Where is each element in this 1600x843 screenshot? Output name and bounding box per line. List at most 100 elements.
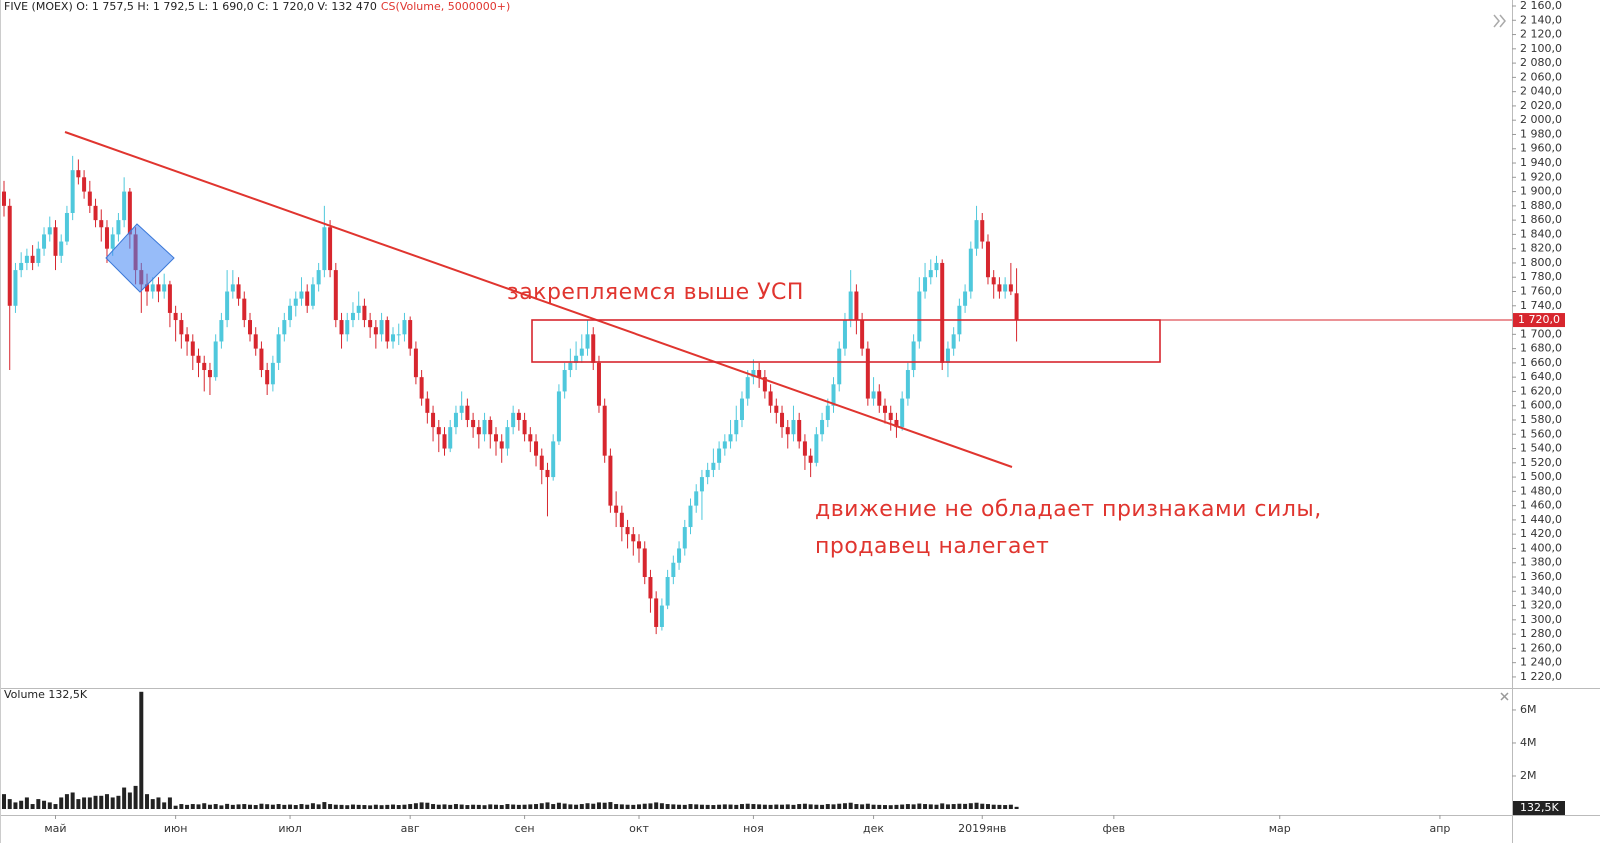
candle-body [911,341,916,371]
volume-bar [797,804,802,809]
volume-bar [391,804,396,809]
candle-body [762,377,767,392]
volume-bar [917,803,922,809]
volume-bar [574,804,579,809]
x-tick-label: июл [278,822,301,835]
candle-body [888,412,893,420]
volume-bar [305,804,310,809]
candle-body [997,284,1002,292]
volume-bar [820,804,825,809]
candle-body [642,548,647,578]
candle-body [928,270,933,278]
candle-body [722,441,727,449]
y-tick-label: 1 520,0 [1520,456,1562,469]
candle-body [837,348,842,385]
y-tick-label: 1 540,0 [1520,442,1562,455]
candle-body [980,220,985,242]
candle-body [820,419,825,435]
volume-bar [7,799,12,809]
candle-body [385,320,390,342]
candle-body [482,419,487,435]
candle-body [53,227,58,256]
candle-body [785,427,790,435]
candle-body [739,398,744,420]
volume-bar [860,804,865,809]
candle-body [814,434,819,463]
candle-body [396,334,401,336]
candle-body [93,205,98,221]
candle-body [848,291,853,321]
chart-title: FIVE (MOEX) O: 1 757,5 H: 1 792,5 L: 1 6… [4,0,377,13]
volume-bar [1014,806,1019,809]
volume-bar [236,804,241,809]
candle-body [602,405,607,456]
y-tick-label: 1 940,0 [1520,156,1562,169]
candle-body [717,448,722,463]
volume-bar [968,803,973,809]
candle-body [963,291,968,306]
volume-bar [677,804,682,809]
volume-bar [665,804,670,809]
y-tick-label: 1 240,0 [1520,656,1562,669]
candle-body [745,377,750,399]
candle-body [145,284,150,292]
candle-body [608,455,613,506]
candle-body [288,305,293,321]
volume-bar [408,804,413,809]
volume-bar [442,804,447,809]
volume-bar [13,802,18,809]
volume-bar [505,804,510,809]
x-tick-label: мар [1269,822,1291,835]
last-volume-badge [1513,801,1565,815]
candle-body [408,320,413,349]
candle-body [2,191,7,206]
volume-bar [30,804,35,809]
candle-body [282,320,287,335]
candle-body [230,284,235,292]
candle-body [413,348,418,378]
volume-bar [156,797,161,809]
candle-body [522,419,527,435]
volume-bar [671,804,676,809]
collapse-icon[interactable] [1493,14,1506,28]
volume-bar [997,804,1002,809]
candle-body [42,234,47,249]
volume-bar [333,804,338,809]
volume-bar [476,804,481,809]
volume-bar [213,804,218,809]
y-tick-label: 2 060,0 [1520,70,1562,83]
volume-bar [436,804,441,809]
candle-body [825,405,830,420]
close-pane-icon[interactable] [1500,692,1509,701]
volume-bar [791,804,796,809]
candle-body [436,427,441,435]
volume-bar [167,797,172,809]
volume-bar [900,804,905,809]
volume-bar [24,797,29,809]
volume-bar [642,803,647,809]
candle-body [419,377,424,399]
volume-bar [871,804,876,809]
volume-bar [654,802,659,809]
candle-body [190,341,195,356]
volume-bar [682,804,687,809]
volume-bar [757,804,762,809]
volume-bar [785,804,790,809]
candle-body [574,355,579,363]
volume-bar [53,804,58,809]
candle-body [76,170,81,178]
candle-body [499,441,504,449]
candle-body [705,469,710,478]
volume-bar [774,804,779,809]
trend-line [64,131,1013,468]
volume-bar [350,804,355,809]
candle-body [465,405,470,420]
candle-body [373,327,378,335]
y-tick-label: 2 100,0 [1520,42,1562,55]
volume-tick-label: 6M [1520,703,1537,716]
volume-bar [87,797,92,809]
volume-bar [385,804,390,809]
volume-bar [985,804,990,809]
volume-bar [545,802,550,809]
candle-body [780,412,785,428]
